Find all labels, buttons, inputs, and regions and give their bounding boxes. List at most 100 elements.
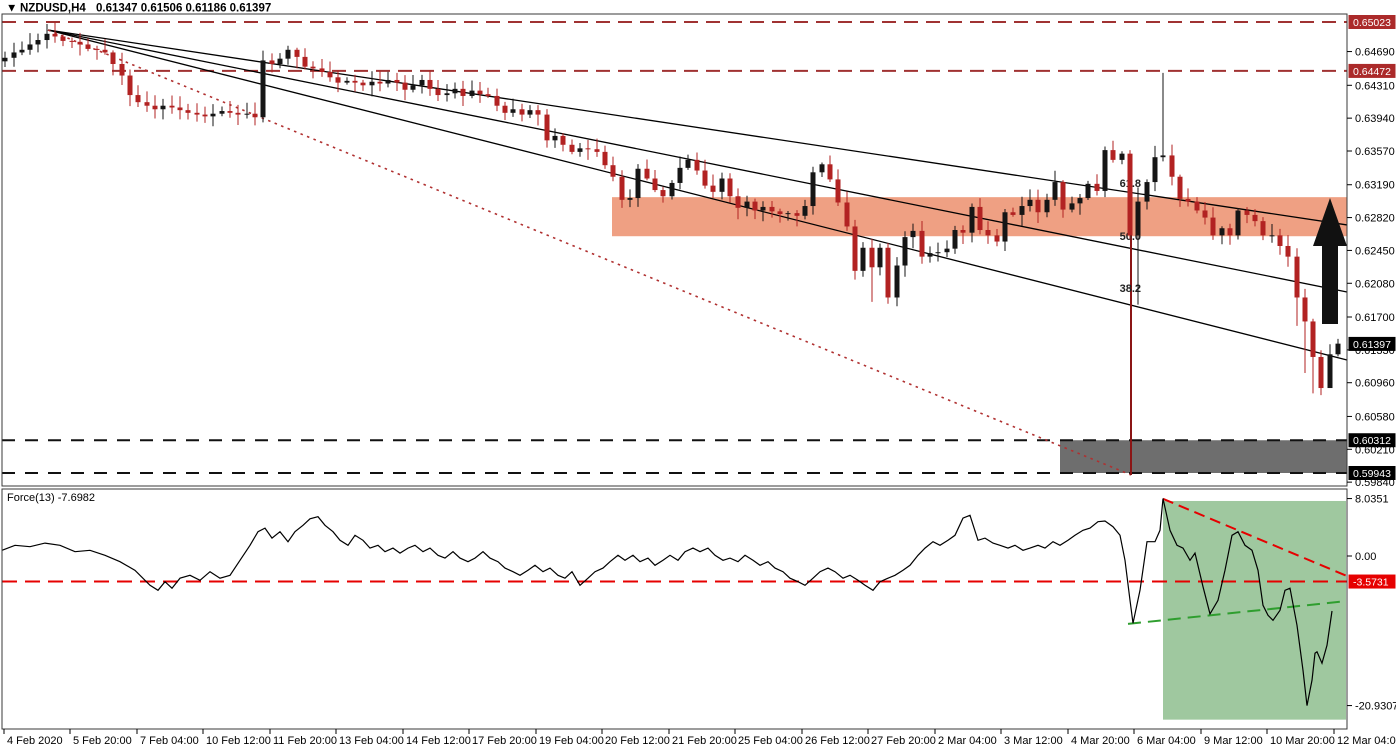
candle-bear: [1202, 210, 1208, 218]
candle-bull: [1269, 235, 1275, 237]
indicator-level-badge-label: -3.5731: [1353, 577, 1389, 589]
price-tick-label: 0.60210: [1355, 444, 1395, 456]
candle-bull: [1144, 182, 1150, 202]
price-level-badge: [1348, 15, 1396, 29]
candle-bear: [310, 66, 316, 69]
candle-bull: [1152, 157, 1158, 183]
demand-zone-rect: [1060, 440, 1347, 473]
candle-bull: [1102, 150, 1108, 191]
candle-bear: [77, 41, 83, 45]
candle-bull: [527, 110, 533, 115]
price-tick-label: 0.60960: [1355, 378, 1395, 390]
price-level-badge: [1348, 63, 1396, 78]
candle-bear: [352, 80, 358, 83]
time-tick-label: 2 Mar 04:00: [938, 735, 997, 747]
price-tick-label: 0.61700: [1355, 312, 1395, 324]
candle-bear: [777, 211, 783, 215]
candle-bull: [2, 57, 8, 62]
candle-bear: [335, 77, 341, 83]
candle-bull: [1235, 210, 1241, 236]
time-tick-label: 10 Mar 20:00: [1270, 735, 1335, 747]
indicator-name-label: Force(13) -7.6982: [7, 492, 95, 504]
symbol-dropdown-icon[interactable]: ▼: [6, 3, 17, 15]
candle-bear: [652, 178, 658, 191]
price-tick-label: 0.63940: [1355, 113, 1395, 125]
candle-bear: [69, 40, 75, 42]
candle-bull: [1327, 354, 1333, 389]
candle-bull: [894, 265, 900, 298]
candle-bull: [210, 113, 216, 117]
fib-level-label: 38.2: [1120, 283, 1141, 295]
candle-bull: [510, 109, 516, 113]
candle-bull: [1219, 228, 1225, 236]
candle-bull: [260, 60, 266, 118]
candle-bear: [435, 88, 441, 96]
candle-bear: [394, 79, 400, 83]
candle-bull: [1119, 153, 1125, 160]
candle-bull: [277, 58, 283, 64]
time-tick-label: 12 Mar 04:00: [1337, 735, 1396, 747]
candle-bull: [677, 167, 683, 183]
candle-bear: [1210, 217, 1216, 236]
candle-bear: [85, 44, 91, 49]
candle-bull: [369, 81, 375, 86]
indicator-surface[interactable]: [2, 489, 1347, 729]
candle-bear: [269, 60, 275, 64]
candle-bear: [1260, 221, 1266, 236]
candle-bear: [202, 114, 208, 117]
price-tick-label: 0.60580: [1355, 411, 1395, 423]
candle-bear: [327, 71, 333, 78]
time-tick-label: 6 Mar 04:00: [1137, 735, 1196, 747]
candle-bull: [635, 168, 641, 199]
candle-bull: [1027, 199, 1033, 207]
candle-bear: [60, 36, 66, 41]
time-tick-label: 20 Feb 12:00: [605, 735, 670, 747]
candle-bull: [860, 247, 866, 271]
price-level-badge-label: 0.64472: [1353, 66, 1391, 78]
candle-bull: [785, 213, 791, 215]
candle-bear: [144, 102, 150, 106]
price-level-badge-label: 0.61397: [1353, 339, 1391, 351]
candle-bear: [1302, 297, 1308, 322]
candle-bull: [344, 80, 350, 83]
candle-bear: [960, 230, 966, 233]
candle-bear: [360, 82, 366, 86]
candle-bear: [1252, 214, 1258, 222]
candle-bull: [1335, 343, 1341, 355]
candle-bear: [594, 149, 600, 152]
candle-bear: [185, 110, 191, 113]
candle-bear: [535, 110, 541, 115]
candle-bear: [994, 235, 1000, 242]
time-tick-label: 13 Feb 04:00: [339, 735, 404, 747]
candle-bear: [102, 49, 108, 53]
candle-bull: [285, 49, 291, 59]
candle-bull: [11, 52, 17, 58]
candle-bear: [135, 95, 141, 103]
candle-bull: [810, 172, 816, 207]
candle-bear: [1244, 210, 1250, 215]
time-axis[interactable]: 4 Feb 2020 5 Feb 20:00 7 Feb 04:00 10 Feb 1…: [3, 729, 1396, 747]
levels-layer: [2, 21, 1347, 474]
main-chart-surface[interactable]: [2, 14, 1347, 486]
candle-bear: [569, 144, 575, 152]
candle-bear: [177, 107, 183, 111]
candle-bear: [235, 112, 241, 115]
candle-bear: [194, 112, 200, 115]
candle-bull: [802, 206, 808, 216]
indicator-green-trendline: [1127, 600, 1348, 625]
candle-bear: [1035, 199, 1041, 213]
time-tick-label: 27 Feb 20:00: [871, 735, 936, 747]
candle-bear: [377, 81, 383, 84]
candle-bear: [619, 176, 625, 200]
ohlc-readout: 0.61347 0.61506 0.61186 0.61397: [96, 3, 271, 15]
candle-bull: [952, 230, 958, 249]
candle-bear: [610, 165, 616, 177]
candle-bear: [1227, 228, 1233, 236]
price-tick-label: 0.64690: [1355, 47, 1395, 59]
time-tick-label: 10 Feb 12:00: [206, 735, 271, 747]
candle-bull: [244, 113, 250, 115]
candle-bear: [1060, 182, 1066, 210]
time-tick-label: 21 Feb 20:00: [672, 735, 737, 747]
price-axis[interactable]: 0.64690 0.64310 0.63940 0.63570 0.63190 0.628…: [1347, 15, 1396, 713]
